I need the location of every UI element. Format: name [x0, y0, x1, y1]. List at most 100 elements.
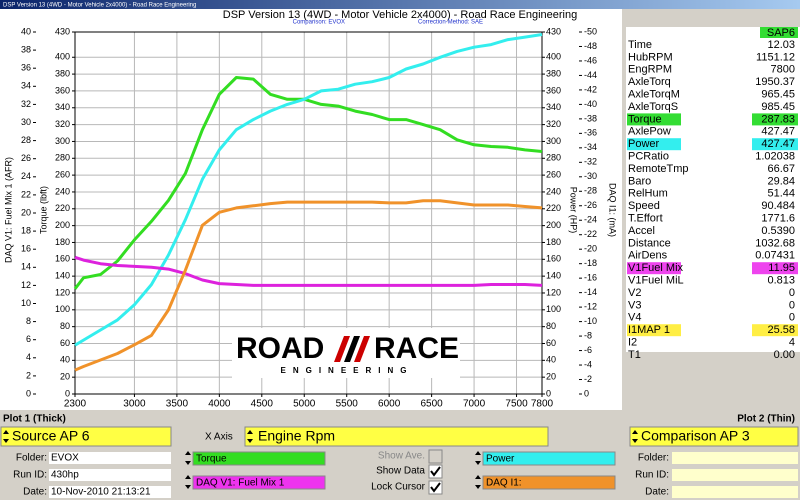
y-tick-label: 0 [546, 388, 551, 398]
y-tick-label: -14 [584, 287, 597, 297]
field[interactable] [49, 486, 171, 498]
readout-value: 4 [789, 337, 795, 349]
comparison-select[interactable] [629, 426, 799, 447]
readout-value: 0 [789, 287, 795, 299]
y-tick-label: -42 [584, 84, 597, 94]
trace-select[interactable] [192, 475, 326, 490]
checkmark [430, 482, 441, 493]
trace-select[interactable] [192, 451, 326, 466]
checkbox[interactable] [428, 449, 443, 464]
trace-select[interactable] [482, 451, 616, 466]
plot-frame [74, 31, 543, 395]
x-tick-label: 3500 [166, 399, 189, 410]
readout-name: T1 [628, 349, 641, 361]
readout-highlight [752, 113, 798, 126]
y-tick-label: -32 [584, 157, 597, 167]
y-tick-label: 8 [26, 316, 31, 326]
readout-name: RelHum [628, 188, 668, 200]
readout-value: 0.813 [767, 275, 795, 287]
readout-highlight [627, 138, 681, 151]
y-tick-label: -48 [584, 41, 597, 51]
readout-highlight [627, 262, 681, 275]
y-tick-label: 60 [60, 338, 70, 348]
y-tick-label: 240 [546, 186, 561, 196]
y-tick-label: 160 [55, 254, 70, 264]
y-tick-label: 430 [55, 26, 70, 36]
logo-text: ROAD [236, 332, 324, 365]
readout-value: 12.03 [767, 39, 795, 51]
y-tick-label: 260 [546, 169, 561, 179]
logo: ROAD RACE ENGINEERING [232, 328, 460, 378]
field-value: 10-Nov-2010 21:13:21 [51, 487, 151, 498]
field-label: Date: [23, 487, 47, 498]
logo-subtext: ENGINEERING [280, 366, 413, 375]
x-tick-label: 6000 [378, 399, 401, 410]
field[interactable] [672, 486, 798, 498]
x-tick-label: 3000 [123, 399, 146, 410]
checkmark [430, 466, 441, 477]
y-tick-label: 360 [55, 85, 70, 95]
y-tick-label: -26 [584, 200, 597, 210]
y-tick-label: 360 [546, 85, 561, 95]
y-tick-label: -24 [584, 215, 597, 225]
series-line [74, 33, 543, 347]
readout-value: 0 [789, 299, 795, 311]
panel-label: Plot 1 (Thick) [3, 414, 66, 425]
readout-value: 1771.6 [761, 213, 795, 225]
readout-value: 51.44 [767, 188, 795, 200]
readout-name: V4 [628, 312, 641, 324]
checkbox-label: Show Ave. [378, 451, 425, 462]
y-tick-label: 40 [21, 26, 31, 36]
y-tick-label: 26 [21, 153, 31, 163]
y-tick-label: -22 [584, 229, 597, 239]
title-bar [0, 0, 800, 9]
x-tick-label: 4500 [251, 399, 274, 410]
y-tick-label: 340 [55, 102, 70, 112]
readout: SAP6 Time 12.03 HubRPM 1151.12 EngRPM 7800 Axle… [627, 27, 798, 361]
y-tick-label: 28 [21, 135, 31, 145]
y-tick-label: 20 [21, 207, 31, 217]
axis-label: DAQ I1: (mA) [608, 183, 618, 237]
readout-header: SAP6 [767, 27, 795, 39]
field[interactable] [49, 452, 171, 464]
field[interactable] [49, 469, 171, 481]
source-select[interactable] [0, 426, 172, 447]
y-tick-label: 380 [55, 68, 70, 78]
y-tick-label: 380 [546, 68, 561, 78]
readout-value: 1950.37 [755, 76, 795, 88]
y-tick-label: 100 [546, 304, 561, 314]
field[interactable] [672, 452, 798, 464]
y-tick-label: 180 [55, 237, 70, 247]
readout-highlight [752, 138, 798, 151]
y-tick-label: 320 [546, 119, 561, 129]
readout-name: EngRPM [628, 64, 672, 76]
y-tick-label: 80 [60, 321, 70, 331]
y-tick-label: 320 [55, 119, 70, 129]
x-tick-label: 5000 [293, 399, 316, 410]
readout-value: 427.47 [761, 138, 795, 150]
y-tick-label: 22 [21, 189, 31, 199]
y-tick-label: 200 [55, 220, 70, 230]
readout-value: 29.84 [767, 175, 795, 187]
y-tick-label: 120 [546, 287, 561, 297]
readout-value: 7800 [771, 64, 795, 76]
readout-name: V3 [628, 299, 641, 311]
y-tick-label: 340 [546, 102, 561, 112]
source-value: Source AP 6 [12, 428, 90, 444]
y-tick-label: 40 [60, 355, 70, 365]
field[interactable] [672, 469, 798, 481]
plot: 2300 3000 3500 4000 4500 5000 5500 6000 6500 7000… [21, 26, 597, 409]
y-tick-label: -20 [584, 244, 597, 254]
readout-name: V1Fuel MiL [628, 275, 684, 287]
y-tick-label: -4 [584, 359, 592, 369]
readout-name: I2 [628, 337, 637, 349]
readout-value: 0 [789, 312, 795, 324]
series-line [74, 199, 543, 372]
y-tick-label: -40 [584, 99, 597, 109]
chart-subtitle: Correction-Method: SAE [418, 20, 483, 26]
x-axis-select[interactable] [244, 426, 549, 447]
trace-select[interactable] [482, 475, 616, 490]
y-tick-label: 40 [546, 355, 556, 365]
y-tick-label: -2 [584, 374, 592, 384]
